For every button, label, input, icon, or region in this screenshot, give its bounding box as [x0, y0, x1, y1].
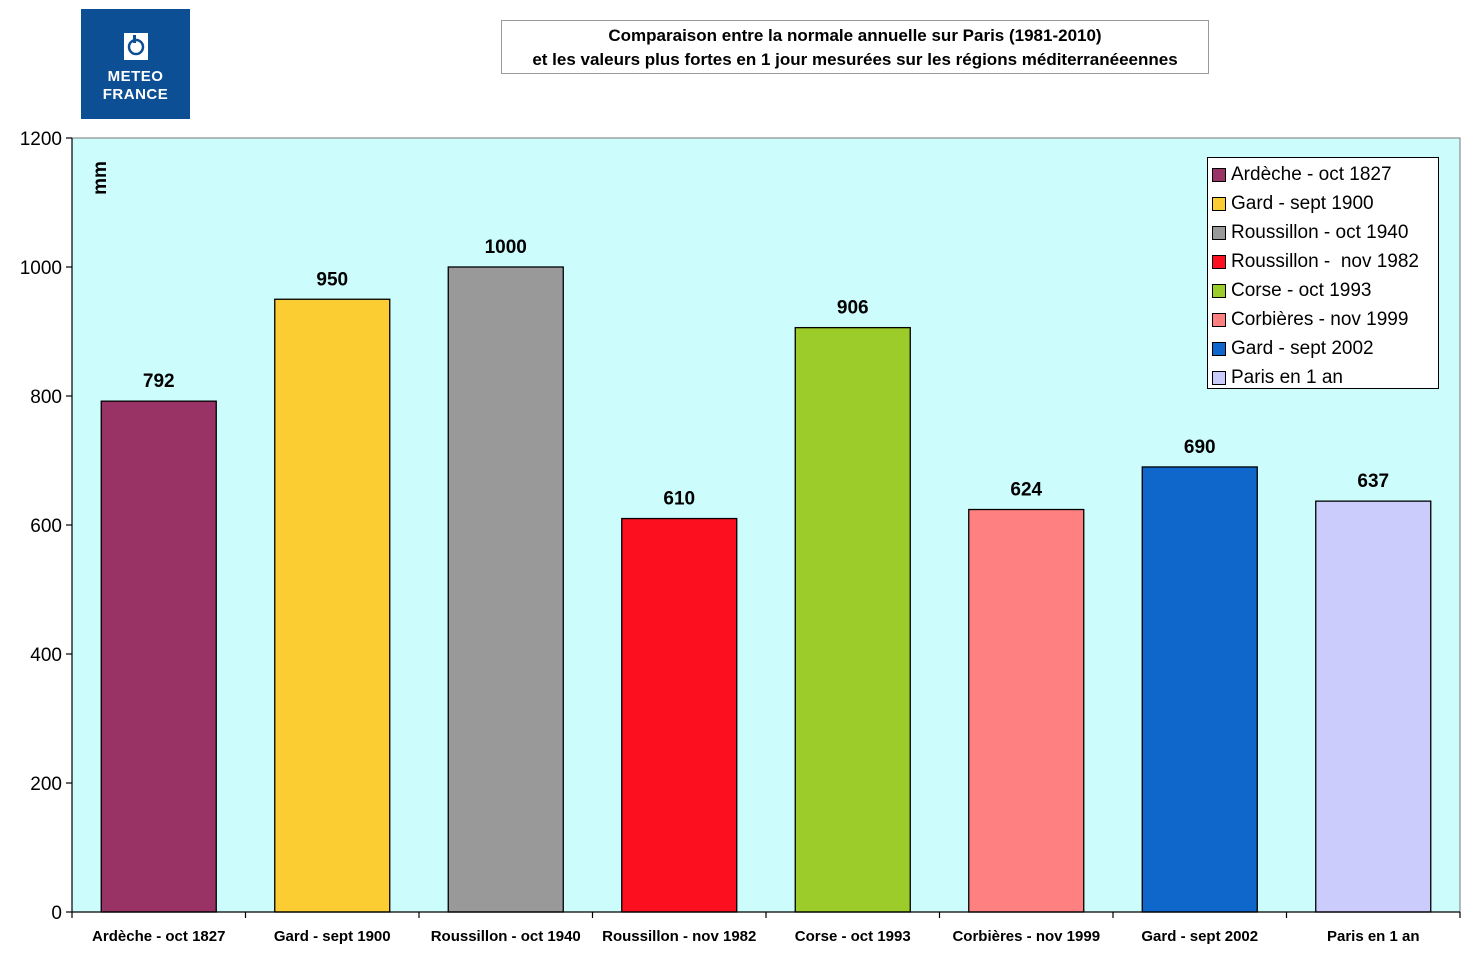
logo-text: METEO FRANCE: [81, 68, 190, 104]
bar-data-label: 637: [1357, 471, 1389, 492]
legend-swatch: [1212, 283, 1226, 298]
legend-swatch: [1212, 167, 1226, 182]
y-tick-label: 600: [30, 516, 62, 537]
legend-swatch: [1212, 370, 1226, 385]
legend-swatch: [1212, 341, 1226, 356]
y-tick-label: 0: [51, 903, 62, 924]
bar-data-label: 610: [663, 489, 695, 510]
bar: [621, 517, 738, 913]
legend-label: Corbières - nov 1999: [1231, 308, 1409, 330]
x-tick-label: Roussillon - nov 1982: [602, 928, 756, 945]
x-tick-label: Corse - oct 1993: [795, 928, 911, 945]
legend-swatch: [1212, 196, 1226, 211]
legend-item: Corse - oct 1993: [1212, 276, 1438, 305]
legend-item: Roussillon - nov 1982: [1212, 247, 1438, 276]
legend-label: Roussillon - oct 1940: [1231, 221, 1409, 243]
x-tick-label: Paris en 1 an: [1327, 928, 1420, 945]
bar: [968, 508, 1085, 913]
legend-item: Gard - sept 2002: [1212, 334, 1438, 363]
legend-item: Corbières - nov 1999: [1212, 305, 1438, 334]
bar-data-label: 950: [316, 269, 348, 290]
bar: [794, 326, 911, 913]
x-tick-label: Gard - sept 1900: [274, 928, 391, 945]
bar-data-label: 690: [1184, 437, 1216, 458]
x-tick-label: Roussillon - oct 1940: [431, 928, 581, 945]
legend-label: Gard - sept 2002: [1231, 337, 1374, 359]
bar: [1315, 500, 1432, 913]
bar-data-label: 624: [1010, 480, 1042, 501]
legend-label: Corse - oct 1993: [1231, 279, 1372, 301]
bar: [100, 400, 217, 913]
logo-line2: FRANCE: [102, 86, 169, 103]
bar: [1141, 466, 1258, 913]
meteo-france-logo: METEO FRANCE: [81, 9, 190, 119]
x-tick-label: Ardèche - oct 1827: [92, 928, 225, 945]
legend-swatch: [1212, 312, 1226, 327]
legend-swatch: [1212, 254, 1226, 269]
legend-item: Ardèche - oct 1827: [1212, 160, 1438, 189]
bar: [447, 266, 564, 913]
chart-title: Comparaison entre la normale annuelle su…: [501, 20, 1209, 74]
y-tick-label: 800: [30, 387, 62, 408]
bar-data-label: 792: [143, 371, 175, 392]
legend-label: Paris en 1 an: [1231, 366, 1343, 388]
y-tick-label: 1000: [20, 258, 62, 279]
y-tick-label: 1200: [20, 129, 62, 150]
legend-item: Paris en 1 an: [1212, 363, 1438, 392]
bar-data-label: 906: [837, 298, 869, 319]
bar: [274, 298, 391, 913]
legend-item: Gard - sept 1900: [1212, 189, 1438, 218]
chart-title-line2: et les valeurs plus fortes en 1 jour mes…: [532, 50, 1178, 69]
logo-emblem-icon: [124, 33, 148, 60]
legend-swatch: [1212, 225, 1226, 240]
chart-title-line1: Comparaison entre la normale annuelle su…: [608, 26, 1102, 45]
legend-item: Roussillon - oct 1940: [1212, 218, 1438, 247]
legend-label: Ardèche - oct 1827: [1231, 163, 1392, 185]
logo-line1: METEO: [107, 68, 164, 85]
bar-data-label: 1000: [485, 237, 527, 258]
y-tick-label: 200: [30, 774, 62, 795]
legend-label: Gard - sept 1900: [1231, 192, 1374, 214]
y-tick-label: 400: [30, 645, 62, 666]
legend-label: Roussillon - nov 1982: [1231, 250, 1419, 272]
x-tick-label: Corbières - nov 1999: [952, 928, 1100, 945]
chart-legend: Ardèche - oct 1827 Gard - sept 1900 Roussi…: [1207, 157, 1439, 389]
y-axis-label: mm: [90, 161, 111, 195]
x-tick-label: Gard - sept 2002: [1141, 928, 1258, 945]
